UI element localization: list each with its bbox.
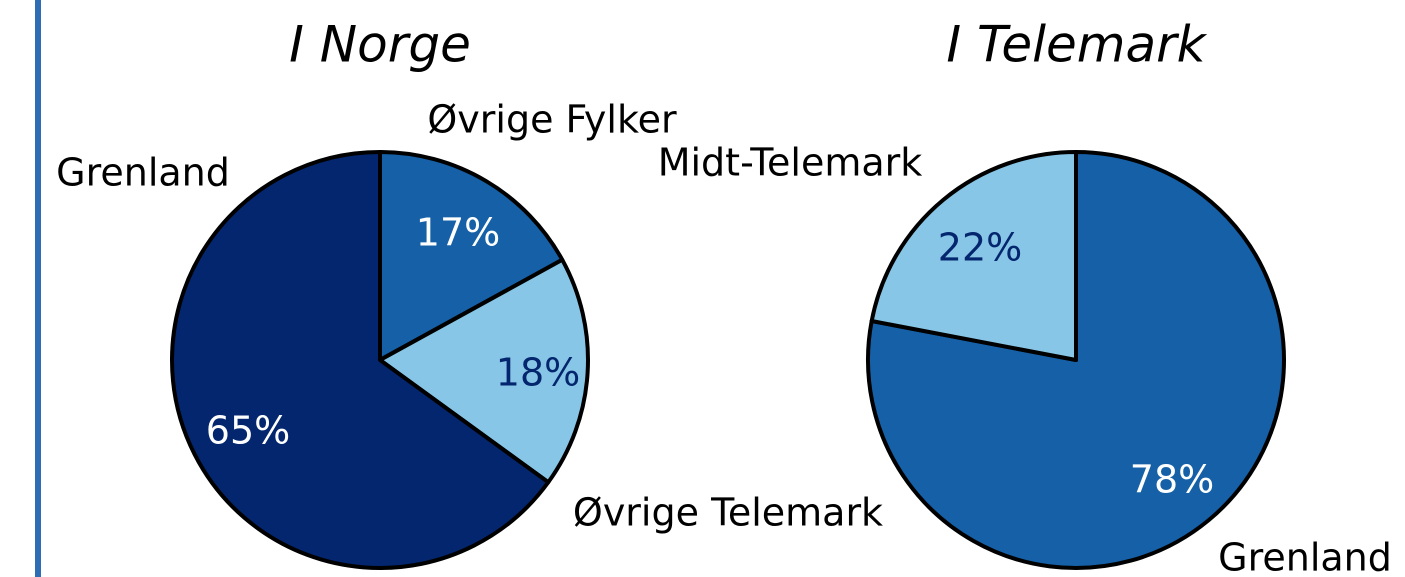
category-label: Grenland	[1218, 536, 1392, 577]
pie-slice	[869, 150, 1078, 362]
pie-slice	[378, 150, 565, 362]
pie-slice	[170, 150, 551, 570]
side-rule	[35, 0, 41, 577]
category-label: Øvrige Telemark	[573, 491, 883, 535]
category-label: Grenland	[56, 151, 230, 195]
category-label: Midt-Telemark	[658, 141, 923, 185]
value-label: 65%	[206, 409, 290, 453]
value-label: 22%	[938, 226, 1022, 270]
value-label: 18%	[496, 351, 580, 395]
value-label: 17%	[416, 211, 500, 255]
category-label: Øvrige Fylker	[427, 98, 677, 142]
pie-slice	[378, 257, 590, 485]
value-label: 78%	[1130, 458, 1214, 502]
chart-title: I Telemark	[946, 16, 1207, 74]
chart-title: I Norge	[289, 16, 471, 74]
